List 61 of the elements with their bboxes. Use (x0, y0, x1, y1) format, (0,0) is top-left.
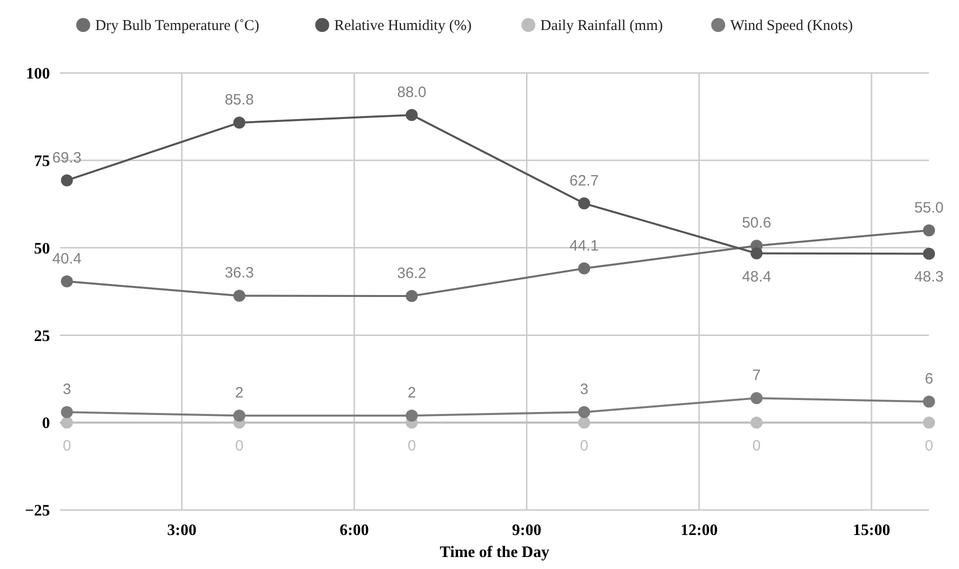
point (60, 416, 73, 429)
data-label: 44.1 (570, 237, 599, 254)
data-label: 2 (408, 384, 416, 402)
y-tick-label: 25 (34, 328, 50, 345)
legend-label: Daily Rainfall (mm) (540, 18, 663, 34)
data-label: 0 (235, 438, 244, 455)
point (750, 247, 763, 260)
data-label: 62.7 (570, 172, 599, 190)
point (406, 108, 418, 121)
legend-label: Relative Humidity (%) (334, 18, 472, 34)
legend-label: Wind Speed (Knots) (730, 18, 853, 34)
data-label: 0 (580, 438, 588, 455)
point (406, 410, 418, 422)
data-label: 69.3 (52, 149, 82, 166)
data-label: 50.6 (742, 214, 772, 232)
point (233, 410, 246, 422)
data-label: 85.8 (224, 92, 254, 109)
point (923, 224, 935, 236)
data-label: 2 (235, 384, 244, 402)
point (578, 262, 590, 274)
data-label: 55.0 (914, 199, 944, 216)
point (233, 116, 246, 129)
x-axis-title: Time of the Day (440, 544, 550, 561)
x-tick-label: 12:00 (680, 522, 718, 539)
x-tick-label: 9:00 (512, 522, 542, 539)
data-label: 0 (408, 438, 416, 455)
data-label: 0 (924, 438, 934, 455)
data-label: 6 (924, 370, 934, 388)
data-label: 40.4 (52, 250, 82, 268)
point (750, 416, 763, 429)
x-tick-label: 6:00 (340, 522, 369, 539)
y-tick-label: 0 (42, 415, 50, 432)
y-tick-label: 100 (26, 66, 50, 83)
data-label: 3 (62, 381, 72, 398)
data-label: 48.4 (742, 268, 772, 286)
data-label: 3 (580, 381, 588, 398)
point (406, 290, 418, 302)
x-tick-label: 15:00 (852, 522, 890, 539)
data-label: 48.3 (914, 268, 944, 286)
legend-label: Dry Bulb Temperature (˚C) (95, 18, 260, 34)
point (578, 416, 590, 429)
point (578, 406, 590, 418)
point (923, 416, 935, 429)
data-label: 36.3 (224, 264, 254, 282)
x-tick-label: 3:00 (167, 522, 197, 539)
point (60, 174, 73, 186)
point (578, 197, 590, 210)
data-label: 7 (752, 367, 761, 384)
point (923, 396, 935, 408)
point (233, 290, 246, 302)
data-label: 0 (752, 438, 761, 455)
data-label: 36.2 (397, 265, 426, 282)
y-tick-label: −25 (24, 502, 50, 520)
point (60, 275, 73, 288)
data-label: 0 (62, 438, 72, 455)
data-label: 88.0 (397, 84, 426, 101)
point (60, 406, 73, 418)
y-tick-label: 50 (34, 240, 50, 258)
y-tick-label: 75 (34, 153, 50, 170)
point (750, 392, 763, 404)
point (923, 248, 935, 260)
